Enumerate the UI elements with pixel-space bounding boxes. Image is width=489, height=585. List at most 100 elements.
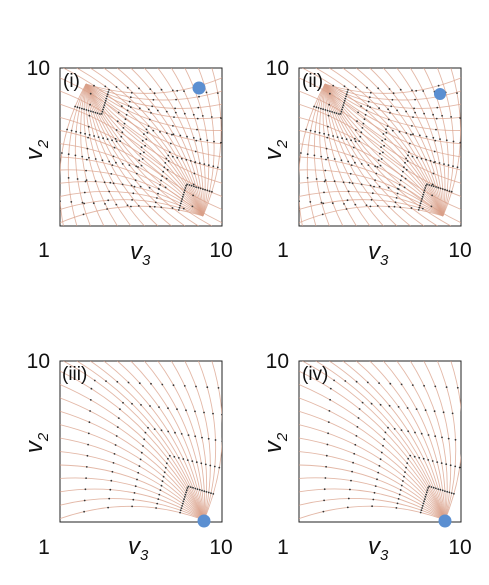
panel-iv-arrow	[413, 455, 416, 458]
panel-i-arrow	[120, 105, 123, 108]
panel-i-arrow	[87, 109, 90, 112]
panel-iv-arrow	[388, 404, 391, 407]
panel-iv-y-axis-label: v2	[260, 432, 291, 453]
panel-i-arrow	[179, 204, 182, 207]
panel-ii-label: (ii)	[302, 71, 323, 92]
panel-i-arrow	[161, 175, 164, 178]
panel-iii-arrow	[86, 454, 89, 457]
panel-ii-arrow	[432, 185, 435, 188]
panel-i-arrow	[149, 205, 151, 208]
panel-i-arrow	[108, 160, 111, 163]
panel-ii-arrow	[317, 107, 320, 109]
panel-ii-arrow	[459, 141, 461, 144]
panel-ii-arrow	[327, 156, 329, 159]
panel-iii-arrow	[110, 479, 113, 482]
panel-iii-arrow	[111, 470, 114, 473]
panel-ii-arrow	[369, 205, 372, 208]
panel-iii-arrow	[221, 413, 222, 416]
panel-iv-arrow	[422, 457, 425, 460]
panel-ii-arrow	[354, 140, 357, 143]
panel-i-arrow	[159, 184, 162, 186]
panel-ii-arrow	[417, 209, 420, 211]
panel-iv-arrow	[384, 431, 387, 434]
panel-iii-arrow	[83, 499, 86, 502]
panel-iii-arrow	[83, 510, 85, 513]
panel-iii-arrow	[191, 460, 194, 462]
panel-ii-arrow	[430, 184, 433, 187]
panel-i-arrow	[103, 181, 106, 184]
panel-i-arrow	[120, 135, 123, 138]
panel-ii-arrow	[397, 188, 400, 191]
panel-iii-arrow	[140, 451, 143, 454]
panel-iii-arrow	[156, 502, 159, 505]
panel-iii-arrow	[109, 488, 112, 491]
panel-iv-arrow	[446, 490, 449, 493]
panel-ii-arrow	[405, 132, 408, 134]
panel-ii-arrow	[368, 96, 371, 99]
panel-i-y-axis-letter: v	[21, 146, 48, 160]
panel-i-arrow	[84, 180, 87, 183]
panel-iv-arrow	[379, 458, 382, 461]
panel-iv-arrow	[344, 380, 347, 382]
panel-iv-arrow	[333, 379, 335, 382]
panel-ii-arrow	[364, 113, 367, 116]
panel-iii-arrow	[187, 485, 190, 488]
panel-i-arrow	[81, 155, 84, 158]
panel-i-arrow	[183, 189, 186, 192]
panel-i-arrow	[119, 140, 122, 143]
panel-iii-arrow	[172, 384, 175, 387]
panel-i-arrow	[179, 202, 182, 205]
panel-ii-arrow	[371, 192, 374, 195]
panel-ii-y-axis-letter: v	[260, 146, 287, 160]
panel-ii-arrow	[435, 117, 438, 120]
panel-ii-arrow	[407, 151, 410, 154]
panel-i-arrow	[213, 140, 215, 143]
panel-ii-arrow	[325, 147, 328, 150]
panel-ii-arrow	[326, 109, 329, 112]
panel-ii-arrow	[431, 183, 434, 186]
panel-ii-arrow	[405, 168, 408, 171]
panel-iv-fixed-point	[438, 514, 452, 528]
panel-ii-arrow	[306, 153, 309, 156]
panel-iii-arrow	[210, 492, 212, 495]
panel-iii-arrow	[179, 509, 182, 512]
panel-ii-arrow	[395, 197, 398, 199]
panel-ii-arrow	[329, 92, 331, 95]
panel-iv-arrow	[426, 489, 429, 491]
panel-iii-arrow	[139, 458, 142, 461]
panel-ii-arrow	[410, 133, 412, 136]
panel-i-arrow	[202, 188, 204, 191]
panel-i-arrow	[130, 184, 133, 187]
panel-ii-arrow	[407, 154, 409, 157]
panel-i-streamline	[60, 199, 204, 217]
panel-i-arrow	[152, 98, 155, 101]
panel-ii-arrow	[381, 139, 384, 142]
panel-ii-arrow	[326, 136, 329, 139]
panel-ii-arrow	[406, 160, 409, 162]
panel-iv-label: (iv)	[302, 364, 328, 385]
panel-iii-arrow	[200, 462, 203, 465]
panel-iii-arrow	[150, 382, 152, 385]
panel-iii-arrow	[167, 407, 169, 410]
panel-ii-arrow	[436, 106, 439, 109]
panel-i-arrow	[88, 156, 90, 159]
panel-ii-arrow	[346, 199, 349, 202]
panel-iii-arrow	[149, 405, 151, 407]
panel-i-arrow	[105, 97, 108, 100]
panel-ii-arrow	[387, 118, 390, 121]
panel-i-arrow	[132, 192, 135, 195]
panel-iii-arrow	[158, 493, 161, 496]
panel-iii-arrow	[203, 411, 205, 414]
panel-ii-arrow	[425, 184, 427, 187]
panel-i-label: (i)	[63, 71, 80, 92]
panel-i-arrow	[165, 177, 168, 180]
panel-i-arrow	[186, 135, 188, 138]
panel-ii-arrow	[419, 204, 421, 207]
panel-iii-arrow	[179, 511, 182, 514]
panel-ii-arrow	[456, 166, 459, 169]
panel-i-arrow	[182, 193, 185, 196]
panel-i-arrow	[199, 187, 202, 190]
panel-i-arrow	[108, 88, 110, 91]
panel-i-arrow	[75, 130, 77, 133]
